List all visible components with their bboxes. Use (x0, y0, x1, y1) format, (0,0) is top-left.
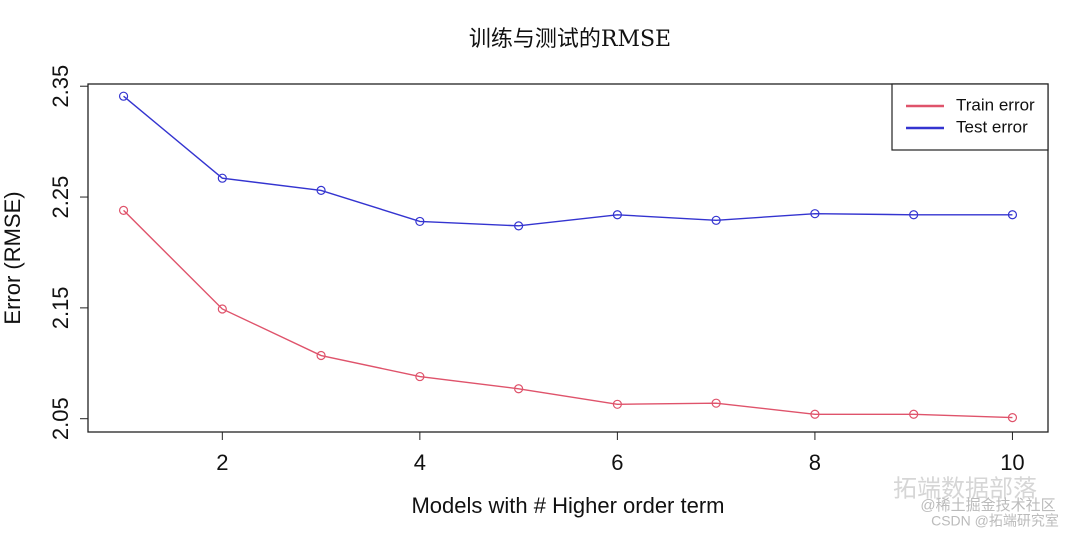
x-tick-label: 8 (809, 450, 821, 475)
x-tick-label: 4 (414, 450, 426, 475)
point (316, 350, 326, 361)
x-tick-label: 2 (216, 450, 228, 475)
x-tick-label: 10 (1000, 450, 1024, 475)
watermark: 拓端数据部落 (893, 475, 1037, 502)
point (415, 216, 425, 227)
watermark: CSDN @拓端研究室 (931, 513, 1059, 529)
point (217, 304, 227, 314)
point (217, 173, 227, 183)
point (514, 384, 524, 394)
point (118, 205, 129, 215)
point (316, 185, 326, 195)
point (711, 398, 721, 408)
point (1007, 412, 1018, 423)
y-tick-label: 2.05 (48, 397, 73, 440)
point (711, 215, 721, 225)
point (810, 209, 820, 219)
plot-frame (87, 83, 1049, 433)
point (909, 409, 919, 419)
point (415, 371, 425, 382)
y-tick-label: 2.15 (48, 286, 73, 329)
series-line (123, 209, 1013, 419)
y-tick-label: 2.25 (48, 176, 73, 219)
legend-box (891, 83, 1049, 151)
point (514, 221, 524, 231)
y-axis-label: Error (RMSE) (0, 191, 25, 324)
point (612, 399, 622, 409)
watermark: @稀土掘金技术社区 (920, 497, 1055, 514)
legend-label: Test error (956, 117, 1028, 136)
chart-title: 训练与测试的RMSE (469, 27, 671, 52)
x-tick-label: 6 (611, 450, 623, 475)
series-line (123, 95, 1013, 227)
point (118, 91, 129, 101)
point (1007, 210, 1018, 220)
y-tick-label: 2.35 (48, 65, 73, 108)
point (909, 210, 919, 220)
x-axis-label: Models with # Higher order term (411, 493, 724, 518)
legend-label: Train error (956, 95, 1035, 114)
point (612, 210, 622, 220)
point (810, 409, 820, 419)
